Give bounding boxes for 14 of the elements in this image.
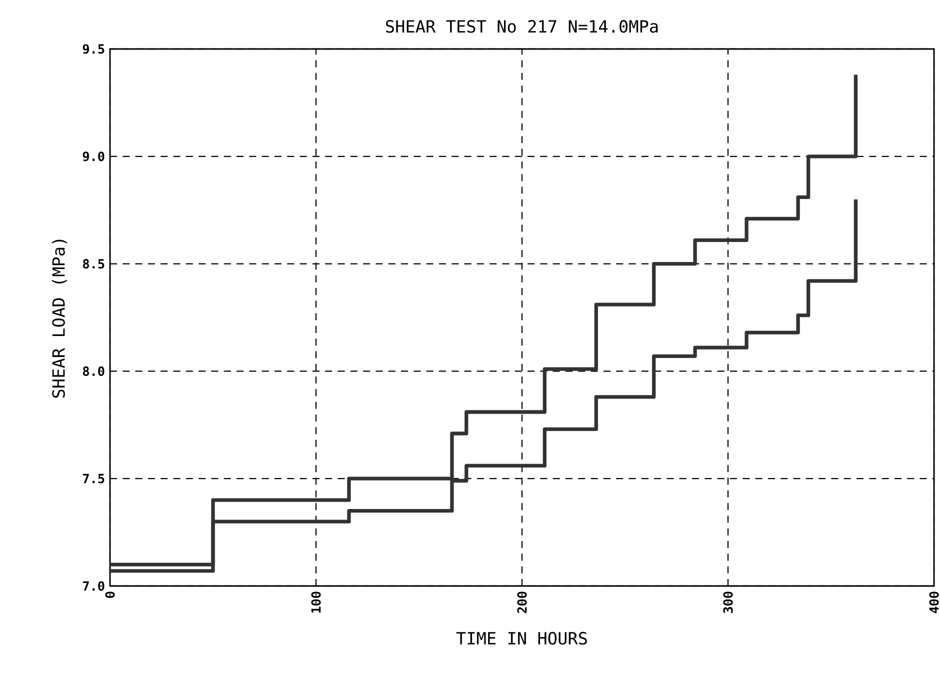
y-tick-label: 7.5: [83, 474, 104, 484]
y-tick-label: 8.0: [82, 366, 104, 376]
y-tick-label: 7.0: [83, 581, 104, 591]
y-axis-title: SHEAR LOAD (MPa): [52, 240, 67, 398]
x-tick-label: 100: [311, 592, 321, 613]
x-tick-label: 200: [517, 592, 527, 614]
x-tick-label: 0: [105, 592, 115, 598]
y-tick-label: 8.5: [82, 259, 104, 269]
x-axis-title: TIME IN HOURS: [456, 632, 587, 645]
x-tick-label: 300: [723, 592, 733, 614]
x-tick-label: 400: [929, 592, 939, 614]
y-tick-label: 9.0: [82, 152, 104, 162]
y-tick-label: 9.5: [82, 44, 104, 54]
chart-title: SHEAR TEST No 217 N=14.0MPa: [386, 20, 658, 33]
